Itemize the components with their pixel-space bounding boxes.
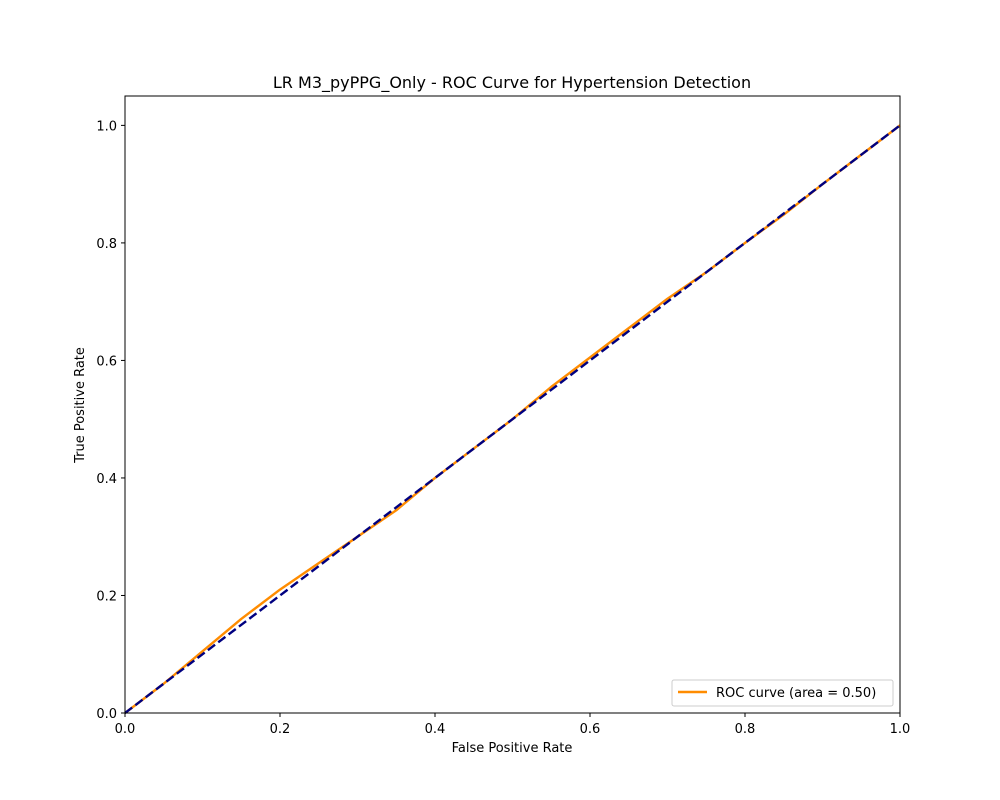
legend-label: ROC curve (area = 0.50) (716, 686, 876, 701)
x-tick-label: 0.8 (735, 722, 756, 737)
axes-frame (124, 95, 901, 714)
y-tick-label: 0.4 (96, 472, 117, 487)
x-tick-label: 0.4 (425, 722, 446, 737)
y-tick-label: 0.2 (96, 589, 117, 604)
legend-box (671, 679, 894, 707)
legend: ROC curve (area = 0.50) (671, 679, 894, 707)
y-tick-label: 0.6 (96, 354, 117, 369)
y-tick-label: 0.0 (96, 707, 117, 722)
chart-title: LR M3_pyPPG_Only - ROC Curve for Hyperte… (273, 73, 751, 93)
y-axis-label: True Positive Rate (73, 347, 88, 464)
plot-area: 0.0 0.2 0.4 0.6 0.8 1.0 0.0 0.2 0.4 0.6 0.8 1.0 (96, 95, 911, 737)
x-tick-label: 0.2 (270, 722, 291, 737)
y-tick-label: 1.0 (96, 119, 117, 134)
chance-diagonal-line (124, 124, 901, 714)
x-tick-label: 0.0 (115, 722, 136, 737)
y-tick-label: 0.8 (96, 237, 117, 252)
x-tick-label: 1.0 (890, 722, 911, 737)
x-axis-label: False Positive Rate (452, 741, 573, 756)
x-tick-label: 0.6 (580, 722, 601, 737)
